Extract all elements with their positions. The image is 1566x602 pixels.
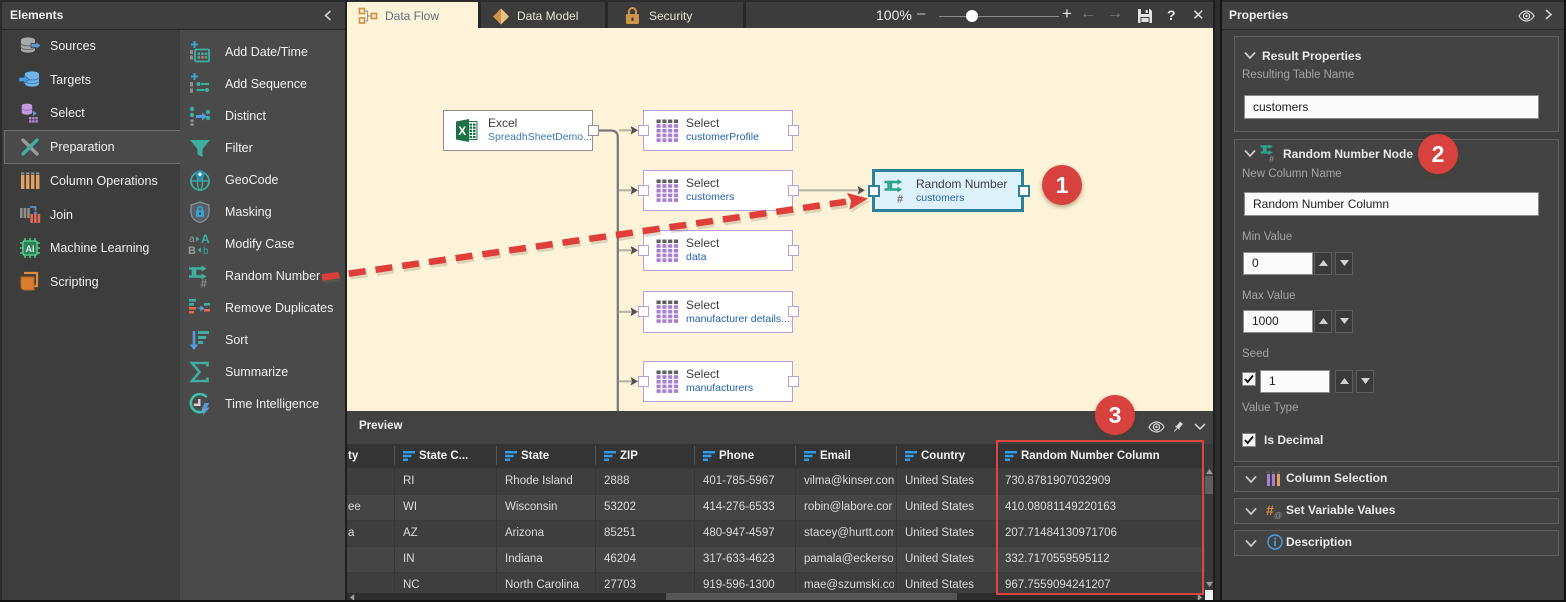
- svg-text:#: #: [897, 193, 903, 204]
- svg-text:b: b: [203, 246, 209, 256]
- svg-text:@: @: [1274, 511, 1282, 519]
- svg-text:B: B: [188, 245, 196, 256]
- svg-text:a: a: [189, 234, 195, 245]
- svg-text:#: #: [1266, 502, 1274, 518]
- svg-text:#: #: [1269, 154, 1274, 163]
- svg-text:X: X: [458, 124, 466, 138]
- svg-text:A: A: [201, 232, 210, 246]
- svg-text:#: #: [201, 279, 208, 289]
- svg-text:AI: AI: [26, 244, 35, 254]
